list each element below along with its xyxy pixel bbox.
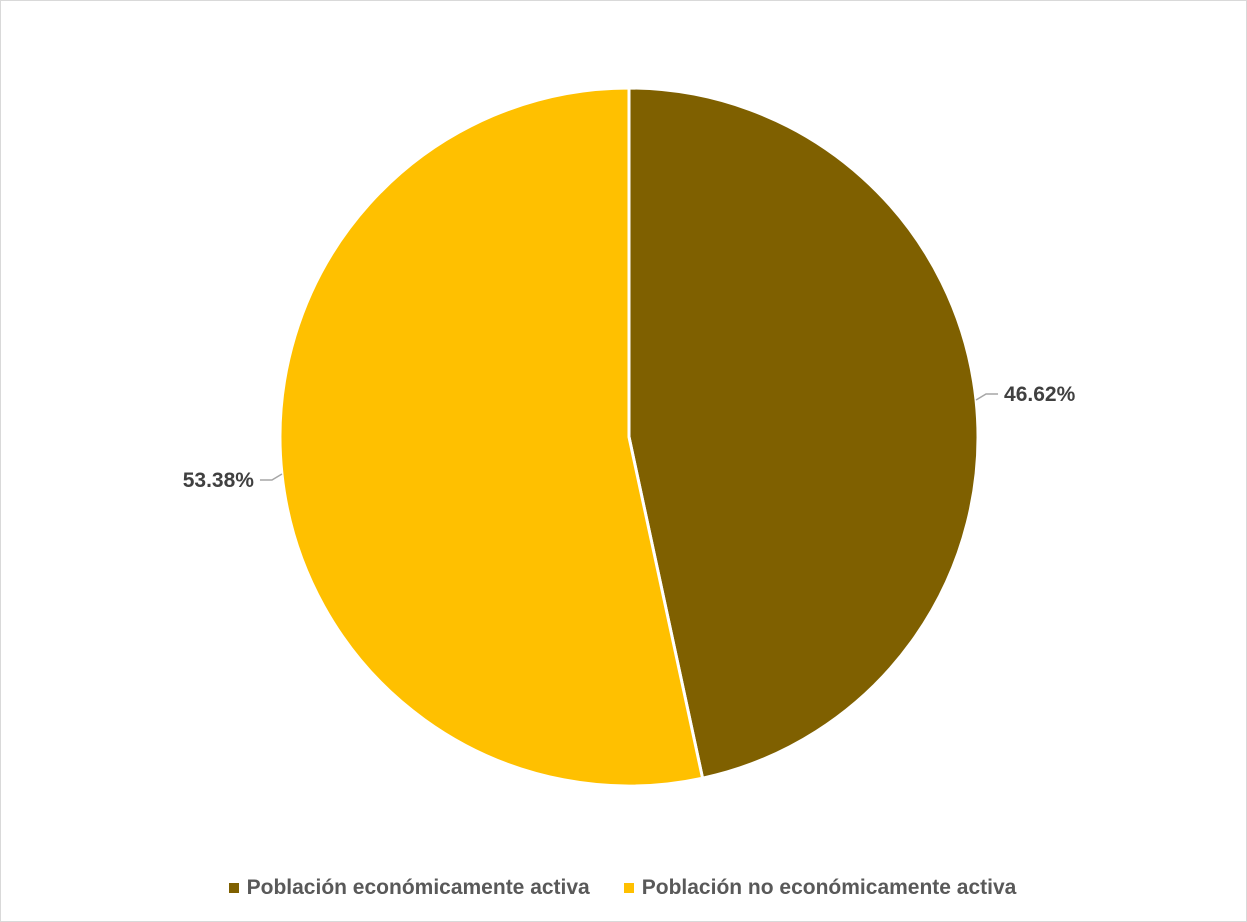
leader-line-1: [259, 473, 283, 481]
pie-chart: 46.62% 53.38%: [183, 86, 1076, 788]
legend-label-activa: Población económicamente activa: [246, 876, 590, 899]
leader-line-0: [975, 393, 999, 401]
legend-swatch-activa: [228, 883, 239, 893]
pie-slice-0: [627, 86, 980, 780]
legend-swatch-no-activa: [623, 883, 634, 893]
legend: Población económicamente activa Població…: [0, 876, 1245, 900]
legend-label-no-activa: Población no económicamente activa: [641, 876, 1017, 899]
data-label-0: 46.62%: [1004, 383, 1076, 406]
legend-item-activa: Población económicamente activa: [228, 876, 590, 900]
data-label-1: 53.38%: [183, 469, 255, 492]
legend-item-no-activa: Población no económicamente activa: [623, 876, 1017, 900]
